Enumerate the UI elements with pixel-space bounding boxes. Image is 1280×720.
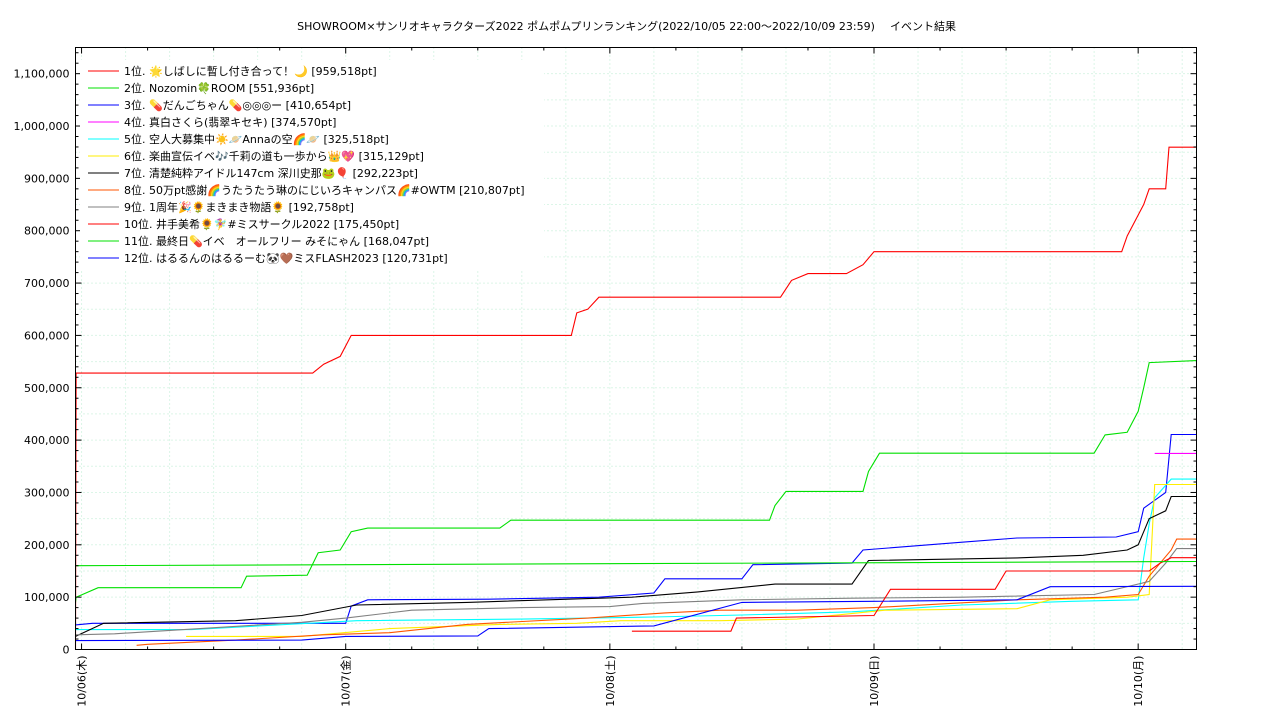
series-line-1	[74, 146, 1197, 650]
y-tick-label: 900,000	[24, 172, 70, 185]
series-line-6	[186, 483, 1197, 637]
chart-title: SHOWROOM×サンリオキャラクターズ2022 ポムポムプリンランキング(20…	[297, 19, 875, 33]
y-tick-label: 300,000	[24, 486, 70, 499]
series-line-11	[75, 560, 1197, 567]
legend-background	[80, 60, 544, 270]
y-tick-label: 100,000	[24, 591, 70, 604]
x-axis: 10/06(木) 10/07(金) 10/08(土) 10/09(日) 10/10(月)	[76, 47, 1145, 707]
series-line-8	[136, 538, 1197, 646]
legend-entry: 5位. 空人大募集中☀️🪐Annaの空🌈🪐 [325,518pt]	[124, 132, 389, 146]
y-tick-label: 600,000	[24, 329, 70, 342]
legend-entry: 4位. 真白さくら(翡翠キセキ) [374,570pt]	[124, 115, 336, 129]
legend-entry: 9位. 1周年🎉🌻まきまき物語🌻 [192,758pt]	[124, 200, 354, 214]
y-tick-label: 1,100,000	[14, 68, 70, 81]
x-tick-label: 10/06(木)	[76, 656, 89, 707]
legend-entry: 2位. Nozomin🍀ROOM [551,936pt]	[124, 81, 314, 95]
series-lines	[74, 146, 1197, 650]
legend-entry: 6位. 楽曲宣伝イベ🎶千莉の道も一歩から👑💖 [315,129pt]	[124, 149, 424, 163]
chart-subtitle: イベント結果	[890, 19, 956, 33]
y-tick-label: 200,000	[24, 539, 70, 552]
series-line-5	[75, 478, 1197, 631]
y-tick-label: 700,000	[24, 277, 70, 290]
legend-entry: 10位. 井手美希🌻🧚‍♀️#ミスサークル2022 [175,450pt]	[124, 217, 399, 231]
x-tick-label: 10/09(日)	[868, 656, 881, 707]
legend-entry: 1位. 🌟しばしに暫し付き合って！🌙 [959,518pt]	[124, 64, 377, 78]
x-tick-label: 10/08(土)	[604, 656, 617, 707]
legend-entry: 3位. 💊だんごちゃん💊◎◎◎ー [410,654pt]	[124, 98, 351, 112]
legend-entry: 8位. 50万pt感謝🌈うたうたう琳のにじいろキャンパス🌈#OWTM [210,…	[124, 183, 525, 197]
y-tick-label: 500,000	[24, 382, 70, 395]
plot-frame	[75, 47, 1197, 650]
y-axis: 0 100,000 200,000 300,000 400,000 500,000 600,…	[14, 52, 1197, 657]
y-tick-label: 0	[63, 644, 70, 657]
series-line-2	[74, 360, 1197, 603]
x-tick-label: 10/10(月)	[1132, 656, 1145, 707]
y-tick-label: 800,000	[24, 225, 70, 238]
y-tick-label: 1,000,000	[14, 120, 70, 133]
y-tick-label: 400,000	[24, 434, 70, 447]
series-line-12	[75, 585, 1197, 642]
series-line-9	[75, 548, 1197, 636]
legend: 1位. 🌟しばしに暫し付き合って！🌙 [959,518pt] 2位. Nozomi…	[80, 60, 544, 270]
series-line-7	[75, 495, 1197, 637]
legend-entry: 12位. はるるんのはるるーむ🐼🤎ミスFLASH2023 [120,731pt]	[124, 251, 448, 265]
legend-entry: 7位. 清楚純粋アイドル147cm 深川史那🐸🎈 [292,223pt]	[124, 166, 418, 180]
series-line-3	[75, 433, 1197, 626]
legend-entry: 11位. 最終日💊イベ オールフリー みそにゃん [168,047pt]	[124, 234, 429, 248]
x-tick-label: 10/07(金)	[339, 656, 353, 707]
